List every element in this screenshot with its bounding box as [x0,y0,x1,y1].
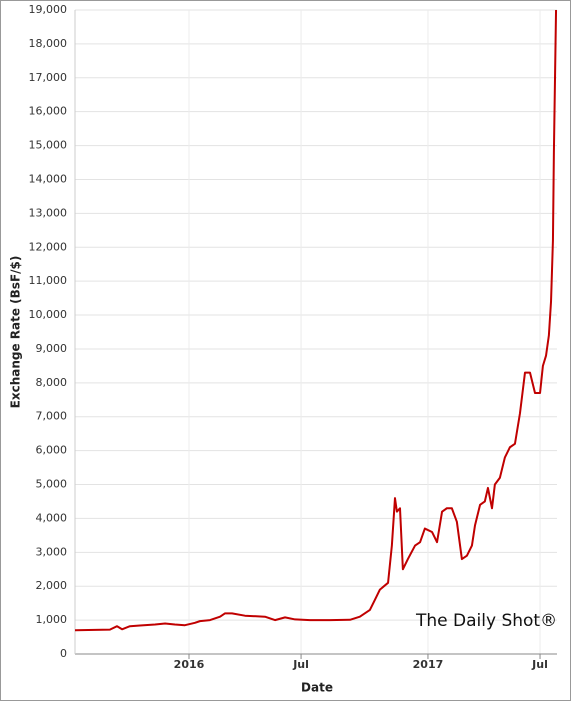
y-tick-label: 0 [60,647,67,660]
x-tick-label: Jul [292,658,309,671]
x-tick-label: 2016 [174,658,205,671]
y-tick-label: 4,000 [36,511,68,524]
x-tick-label: Jul [531,658,548,671]
y-tick-label: 11,000 [29,274,68,287]
y-tick-label: 12,000 [29,240,68,253]
y-tick-label: 16,000 [29,105,68,118]
y-tick-label: 9,000 [36,342,68,355]
y-tick-label: 10,000 [29,308,68,321]
y-tick-label: 17,000 [29,71,68,84]
y-tick-label: 2,000 [36,579,68,592]
y-tick-label: 7,000 [36,410,68,423]
grid [74,9,557,659]
y-tick-label: 15,000 [29,139,68,152]
y-tick-label: 14,000 [29,172,68,185]
y-tick-label: 18,000 [29,37,68,50]
watermark: The Daily Shot® [415,611,557,631]
y-tick-label: 19,000 [29,3,68,16]
x-axis-title: Date [301,681,333,695]
y-axis-title: Exchange Rate (BsF/$) [9,256,23,409]
y-tick-label: 3,000 [36,545,68,558]
y-tick-label: 8,000 [36,376,68,389]
y-tick-label: 1,000 [36,613,68,626]
series-line [74,9,558,632]
plot [74,9,558,632]
x-tick-label: 2017 [413,658,444,671]
y-tick-label: 13,000 [29,206,68,219]
y-tick-label: 5,000 [36,478,68,491]
y-tick-label: 6,000 [36,444,68,457]
